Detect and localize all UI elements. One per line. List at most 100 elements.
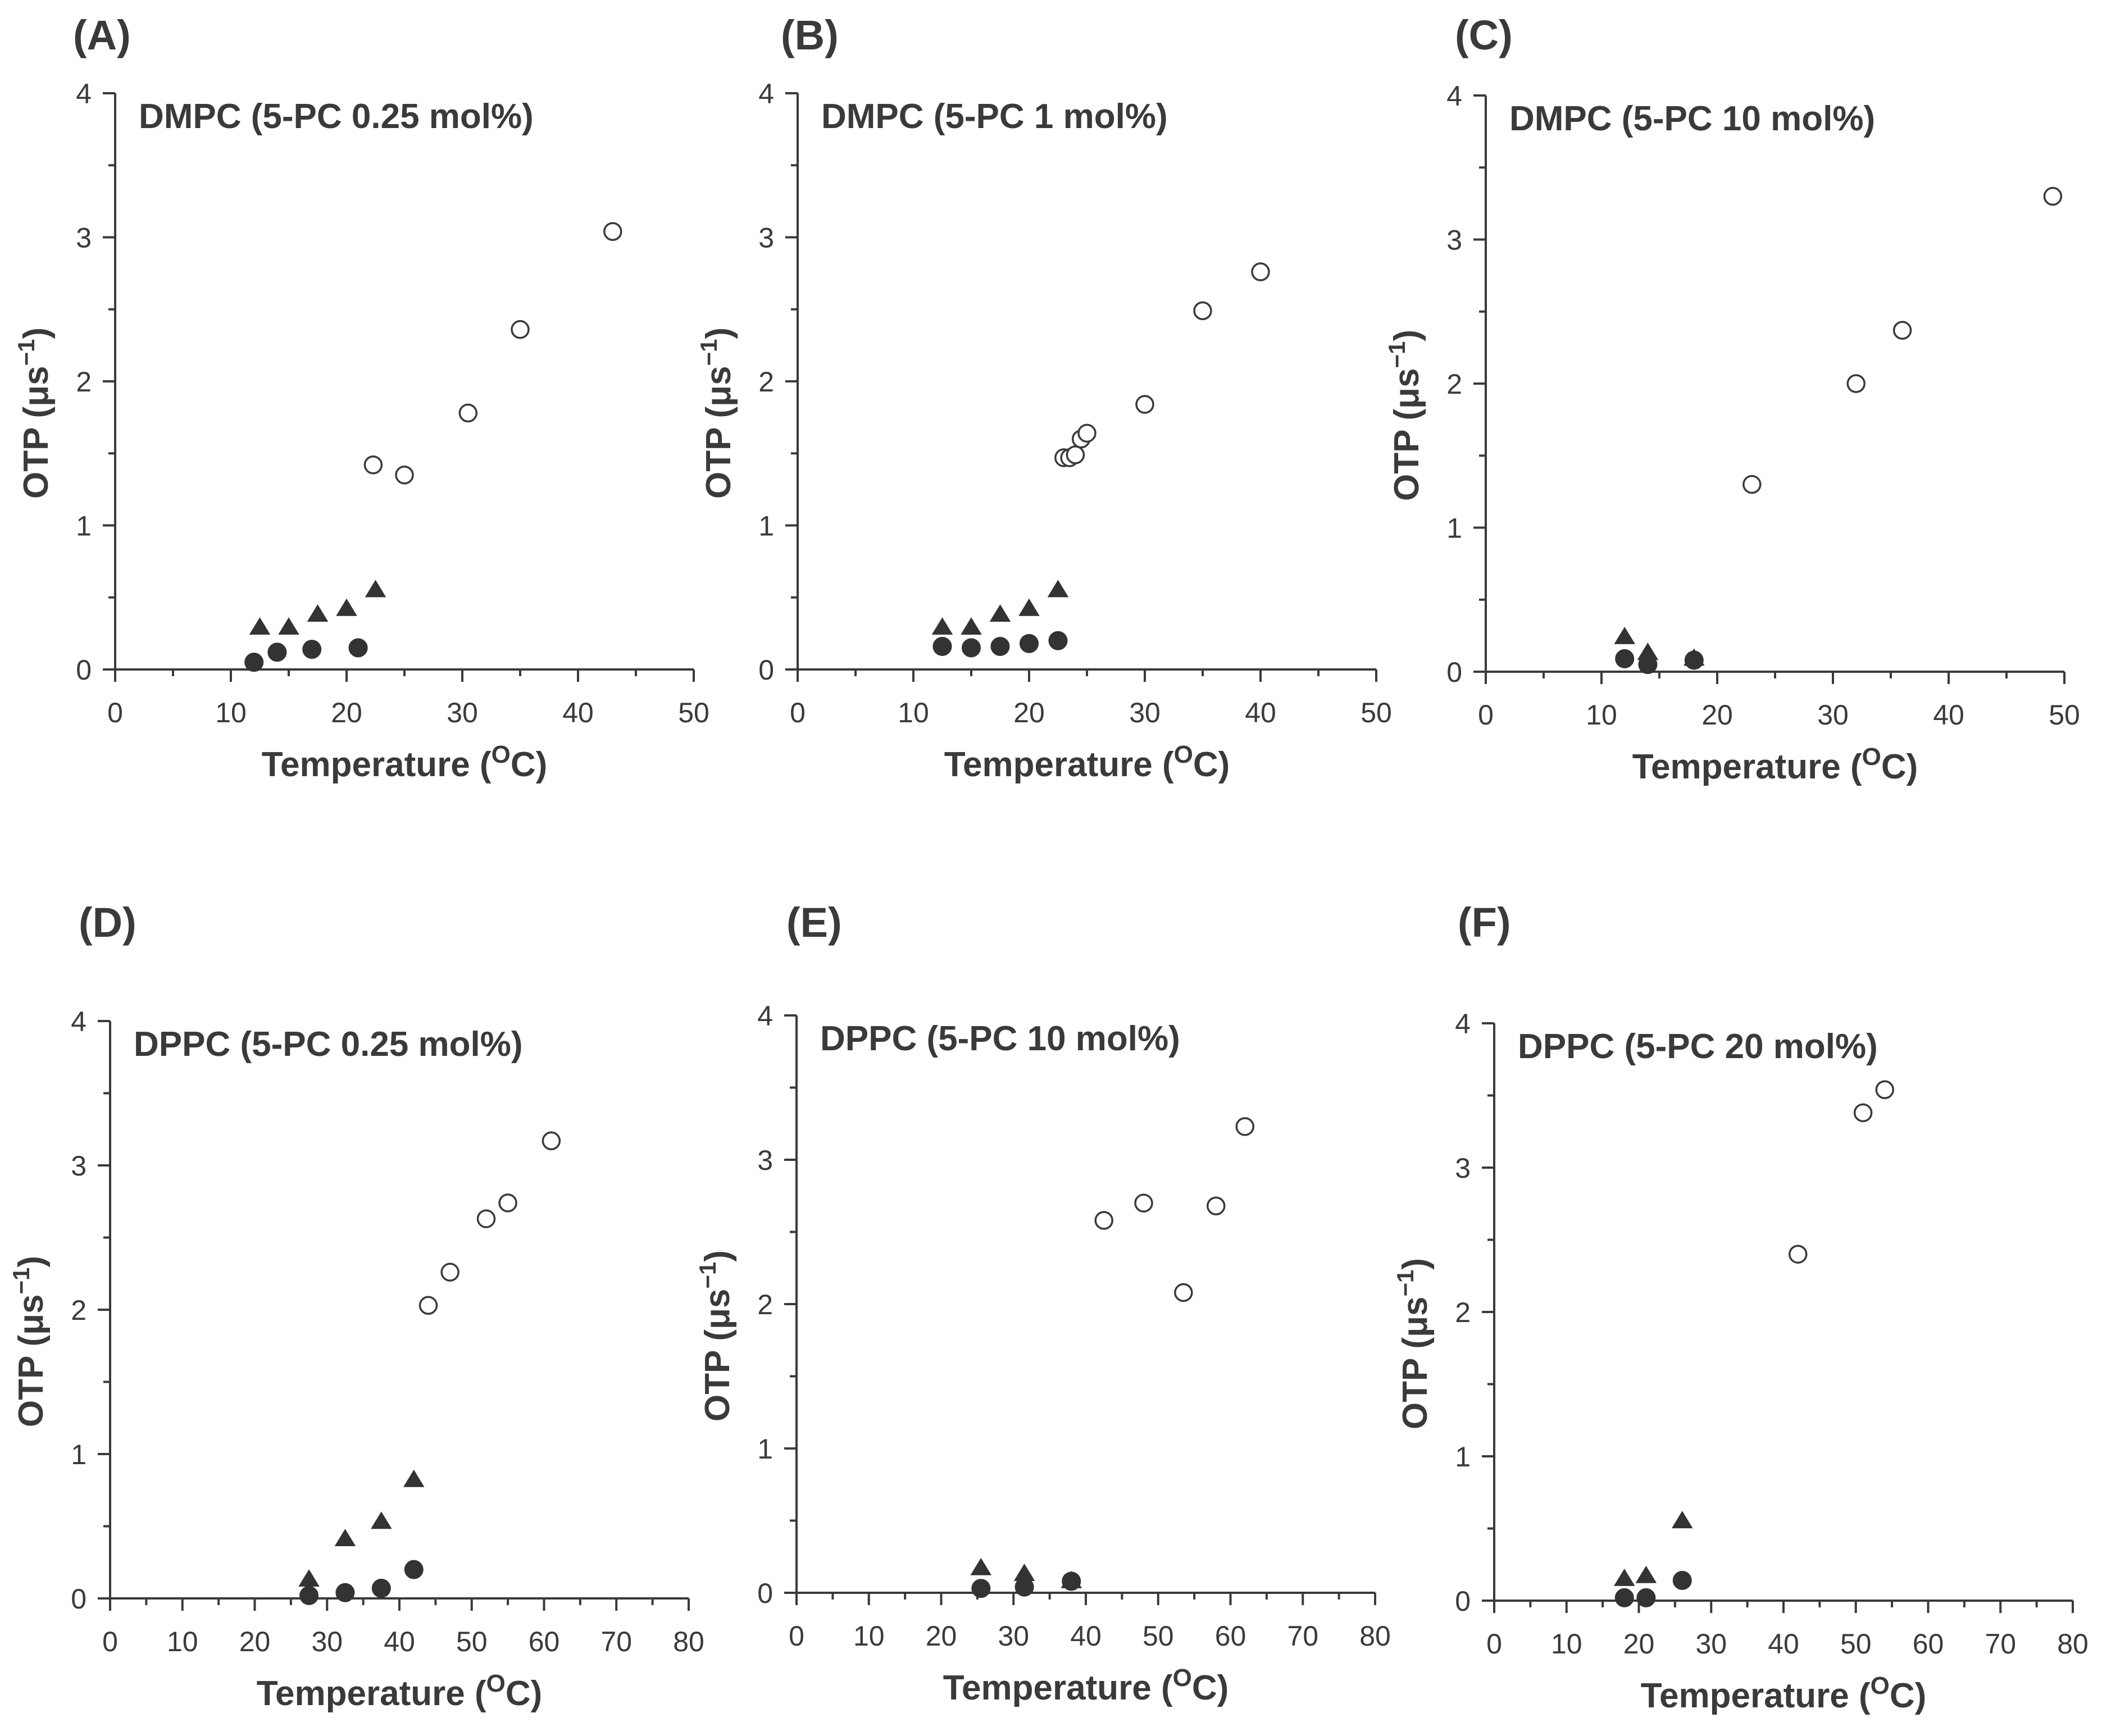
x-tick-label: 40	[562, 697, 594, 728]
x-axis-label: Temperature (OC)	[257, 1670, 543, 1713]
data-point-open-circle	[1892, 321, 1912, 340]
data-point-open-circle	[511, 320, 530, 339]
x-tick-label: 30	[447, 697, 478, 728]
data-point-filled-triangle	[1614, 626, 1635, 644]
data-point-filled-circle	[1636, 1588, 1656, 1607]
data-point-open-circle	[603, 222, 622, 241]
x-tick-label: 20	[331, 697, 362, 728]
y-axis-label-text: OTP (μs	[1387, 368, 1426, 501]
y-tick-label: 2	[757, 1289, 773, 1320]
y-tick-label: 0	[76, 654, 92, 686]
y-axis-label-tail: )	[1387, 330, 1426, 341]
data-point-filled-triangle	[334, 1529, 356, 1547]
data-point-open-circle	[1853, 1103, 1873, 1123]
panel-title: DMPC (5-PC 0.25 mol%)	[139, 97, 534, 136]
y-axis-label-superscript: −1	[8, 1268, 34, 1295]
y-axis-label: OTP (μs−1)	[1392, 1258, 1435, 1429]
x-tick-label: 20	[239, 1626, 271, 1657]
data-point-filled-triangle	[1613, 1568, 1635, 1586]
data-point-filled-triangle	[403, 1469, 425, 1487]
x-tick-label: 50	[1143, 1620, 1174, 1652]
panel-label: (F)	[1458, 899, 1511, 946]
y-tick-label: 3	[71, 1150, 87, 1182]
y-tick-label: 1	[758, 511, 774, 542]
y-axis-label: OTP (μs−1)	[8, 1256, 51, 1427]
y-tick-label: 1	[71, 1439, 87, 1470]
data-point-filled-triangle	[249, 617, 271, 635]
data-point-filled-circle	[1615, 649, 1635, 668]
x-axis-label: Temperature (OC)	[943, 1664, 1229, 1707]
data-point-filled-circle	[404, 1560, 424, 1579]
y-axis-label: OTP (μs−1)	[694, 1250, 737, 1421]
y-axis-label-superscript: −1	[694, 1262, 721, 1289]
y-tick-label: 2	[76, 366, 92, 398]
x-tick-label: 60	[1215, 1620, 1246, 1652]
x-axis-label-superscript: O	[1871, 1672, 1890, 1699]
x-axis-label-superscript: O	[1862, 743, 1881, 771]
x-tick-label: 0	[102, 1626, 118, 1657]
x-tick-label: 0	[1486, 1628, 1502, 1660]
data-point-open-circle	[1875, 1080, 1894, 1099]
y-tick-label: 1	[76, 511, 92, 542]
x-axis-label-tail: C)	[1881, 748, 1918, 786]
x-tick-label: 20	[1013, 697, 1045, 728]
x-tick-label: 30	[311, 1626, 343, 1657]
x-axis-label-text: Temperature (	[262, 745, 492, 784]
data-point-open-circle	[542, 1131, 561, 1151]
data-point-filled-triangle	[1671, 1511, 1693, 1529]
x-tick-label: 40	[1245, 697, 1276, 728]
data-point-open-circle	[2043, 186, 2063, 206]
data-point-filled-circle	[267, 643, 287, 662]
x-axis-label-text: Temperature (	[257, 1674, 486, 1713]
data-point-open-circle	[476, 1209, 496, 1228]
x-axis-label-tail: C)	[506, 1674, 542, 1713]
y-tick-label: 4	[71, 1006, 87, 1037]
panel-a: (A)DMPC (5-PC 0.25 mol%) 0 10 20 30 40 50 0 1 2 3 4…	[13, 12, 709, 784]
x-axis-label: Temperature (OC)	[944, 741, 1230, 784]
x-tick-label: 20	[1701, 699, 1733, 731]
data-point-open-circle	[1207, 1196, 1226, 1215]
data-point-filled-circle	[962, 638, 981, 658]
data-point-filled-triangle	[961, 617, 982, 635]
y-tick-label: 3	[1455, 1152, 1471, 1184]
data-point-open-circle	[1066, 445, 1085, 464]
x-tick-label: 60	[529, 1626, 560, 1657]
x-tick-label: 50	[2049, 699, 2080, 731]
data-point-filled-circle	[1048, 631, 1068, 650]
x-axis-label-tail: C)	[1890, 1676, 1926, 1715]
x-axis-label-tail: C)	[1192, 1669, 1229, 1707]
y-tick-label: 3	[758, 222, 774, 254]
x-axis-label-superscript: O	[486, 1670, 506, 1697]
y-axis-label: OTP (μs−1)	[13, 327, 56, 499]
x-tick-label: 50	[678, 697, 709, 728]
panel-title: DPPC (5-PC 20 mol%)	[1518, 1027, 1878, 1066]
panel-c: (C) DMPC (5-PC 10 mol%) 0 10 20 30 40 50 0 1 2 3 4 Te…	[1384, 12, 2080, 786]
panel-label: (E)	[786, 899, 842, 946]
panel-title: DPPC (5-PC 0.25 mol%)	[134, 1025, 523, 1064]
data-point-filled-triangle	[365, 580, 386, 598]
y-tick-label: 3	[757, 1145, 773, 1176]
data-point-open-circle	[418, 1296, 438, 1315]
data-point-filled-circle	[1020, 634, 1039, 653]
panel-e: (E) DPPC (5-PC 10 mol%) 0 10 20 30 40 50 60 70 80 0…	[694, 899, 1391, 1707]
data-point-filled-circle	[244, 653, 264, 672]
x-axis-label: Temperature (OC)	[262, 741, 548, 784]
y-tick-label: 4	[76, 78, 92, 110]
y-tick-label: 0	[1446, 657, 1462, 688]
data-point-open-circle	[1789, 1245, 1808, 1264]
x-tick-label: 0	[1478, 699, 1494, 731]
x-tick-label: 30	[1129, 697, 1161, 728]
y-axis-label-superscript: −1	[695, 339, 722, 366]
y-tick-label: 1	[1455, 1441, 1471, 1473]
y-axis-label-text: OTP (μs	[1396, 1297, 1435, 1430]
x-axis-label-text: Temperature (	[1641, 1676, 1871, 1715]
data-point-filled-circle	[932, 636, 952, 656]
y-tick-label: 0	[757, 1578, 773, 1609]
x-axis-label-text: Temperature (	[1632, 748, 1862, 786]
x-tick-label: 80	[1359, 1620, 1391, 1652]
panel-title: DPPC (5-PC 10 mol%)	[820, 1019, 1180, 1058]
panel-title: DMPC (5-PC 1 mol%)	[821, 97, 1168, 136]
x-tick-label: 10	[898, 697, 929, 728]
data-point-open-circle	[1193, 301, 1212, 321]
data-point-filled-circle	[1014, 1577, 1034, 1597]
